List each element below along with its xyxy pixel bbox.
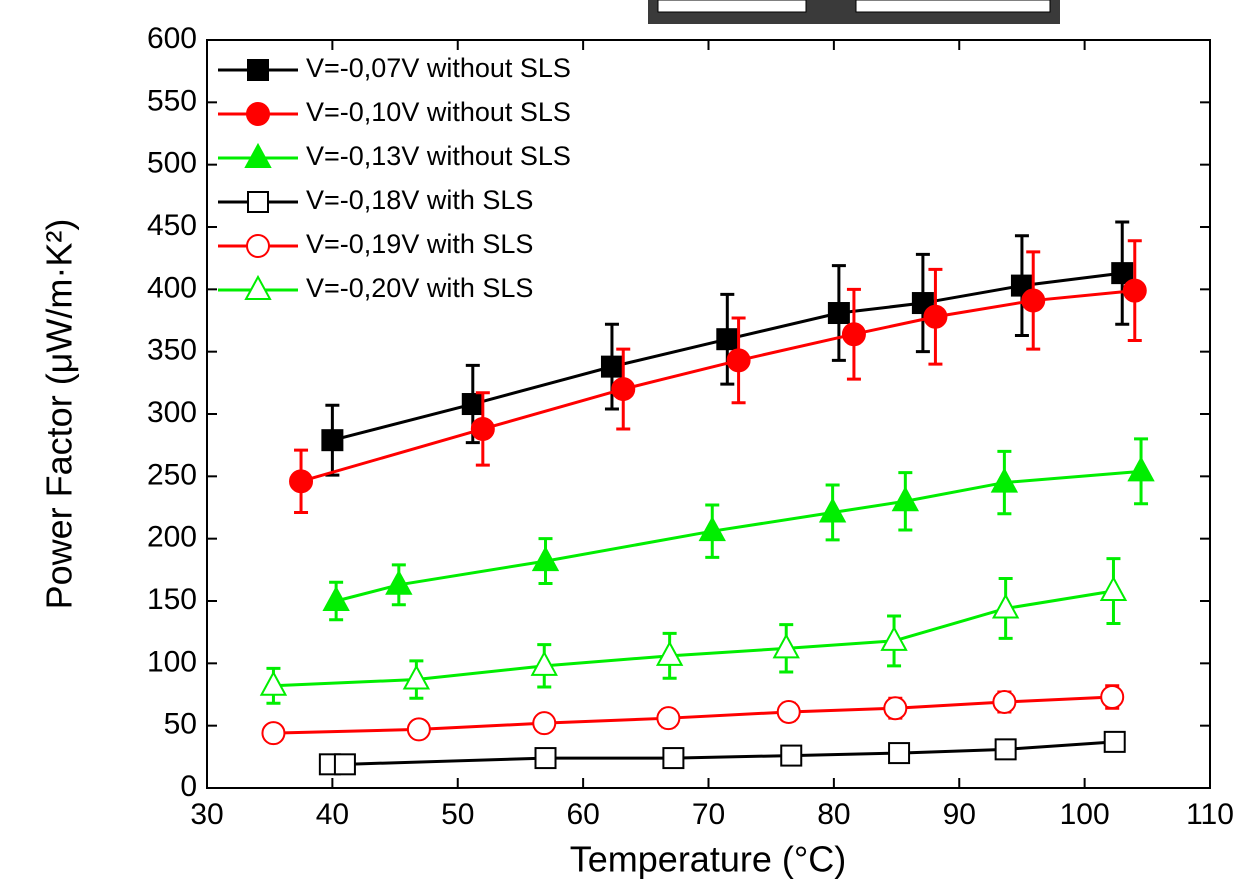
marker: [716, 328, 739, 351]
y-tick-label: 400: [147, 271, 197, 304]
marker: [611, 377, 636, 402]
legend-label: V=-0,13V without SLS: [306, 141, 571, 171]
marker: [246, 234, 270, 258]
marker: [321, 429, 344, 452]
series-line: [300, 289, 1135, 483]
marker: [247, 59, 269, 81]
marker: [244, 142, 272, 168]
marker: [531, 546, 560, 572]
y-tick-label: 600: [147, 22, 197, 55]
marker: [385, 569, 413, 595]
legend-label: V=-0,07V without SLS: [306, 53, 571, 83]
series: [321, 220, 1134, 477]
marker: [244, 274, 272, 300]
marker: [1100, 684, 1125, 709]
y-tick-label: 250: [147, 458, 197, 491]
y-tick-label: 100: [147, 645, 197, 678]
marker: [994, 738, 1017, 761]
series-line: [335, 469, 1142, 603]
series: [261, 684, 1125, 746]
marker: [1103, 730, 1126, 753]
series: [318, 730, 1126, 776]
y-tick-label: 500: [147, 147, 197, 180]
marker: [600, 355, 623, 378]
series-line: [273, 589, 1114, 688]
marker: [883, 696, 908, 721]
marker: [322, 585, 350, 611]
y-tick-label: 150: [147, 583, 197, 616]
series: [289, 239, 1147, 514]
marker: [461, 393, 484, 416]
inset-panel: [657, 0, 807, 13]
marker: [534, 747, 557, 770]
marker: [880, 625, 908, 651]
marker: [662, 747, 685, 770]
x-axis-label: Temperature (°C): [570, 839, 846, 880]
marker: [470, 416, 495, 441]
legend: V=-0,07V without SLS V=-0,10V without SLS…: [218, 53, 571, 303]
marker: [772, 633, 800, 659]
marker: [1021, 288, 1046, 313]
marker: [818, 497, 847, 523]
series: [259, 557, 1128, 705]
series: [322, 437, 1155, 622]
marker: [246, 102, 270, 126]
marker: [891, 486, 920, 512]
marker: [992, 689, 1017, 714]
marker: [530, 650, 558, 676]
y-tick-label: 350: [147, 334, 197, 367]
marker: [532, 711, 557, 736]
x-tick-label: 60: [566, 798, 599, 831]
marker: [655, 640, 684, 666]
marker: [698, 516, 726, 542]
inset-panel: [855, 0, 1051, 13]
y-tick-label: 450: [147, 209, 197, 242]
marker: [888, 742, 911, 765]
legend-label: V=-0,10V without SLS: [306, 97, 571, 127]
marker: [780, 744, 803, 767]
marker: [841, 322, 866, 347]
marker: [261, 721, 286, 746]
marker: [289, 469, 314, 494]
y-tick-label: 200: [147, 521, 197, 554]
x-tick-label: 50: [441, 798, 474, 831]
y-tick-label: 550: [147, 84, 197, 117]
marker: [1111, 262, 1134, 285]
marker: [827, 302, 850, 325]
marker: [1127, 456, 1155, 482]
inset-fragment: [648, 0, 1060, 24]
y-axis-label: Power Factor (μW/m·K²): [39, 219, 80, 610]
marker: [923, 304, 948, 329]
marker: [1122, 278, 1147, 303]
marker: [776, 699, 801, 724]
x-tick-label: 80: [817, 798, 850, 831]
marker: [656, 706, 681, 731]
x-tick-label: 90: [943, 798, 976, 831]
marker: [333, 753, 356, 776]
marker: [991, 593, 1020, 619]
x-tick-label: 40: [316, 798, 349, 831]
legend-label: V=-0,20V with SLS: [306, 273, 533, 303]
series-line: [332, 271, 1123, 442]
x-tick-label: 110: [1186, 798, 1234, 831]
x-tick-label: 100: [1060, 798, 1110, 831]
x-tick-label: 70: [692, 798, 725, 831]
y-tick-label: 0: [180, 770, 197, 803]
series-line: [273, 695, 1113, 735]
marker: [406, 717, 431, 742]
y-tick-label: 300: [147, 396, 197, 429]
marker: [990, 467, 1019, 493]
legend-label: V=-0,19V with SLS: [306, 229, 533, 259]
legend-label: V=-0,18V with SLS: [306, 185, 533, 215]
marker: [726, 348, 751, 373]
series-line: [329, 740, 1115, 766]
marker: [1099, 575, 1128, 602]
marker: [259, 670, 288, 696]
y-tick-label: 50: [164, 708, 197, 741]
marker: [402, 664, 431, 690]
x-tick-label: 30: [190, 798, 223, 831]
marker: [247, 191, 269, 213]
